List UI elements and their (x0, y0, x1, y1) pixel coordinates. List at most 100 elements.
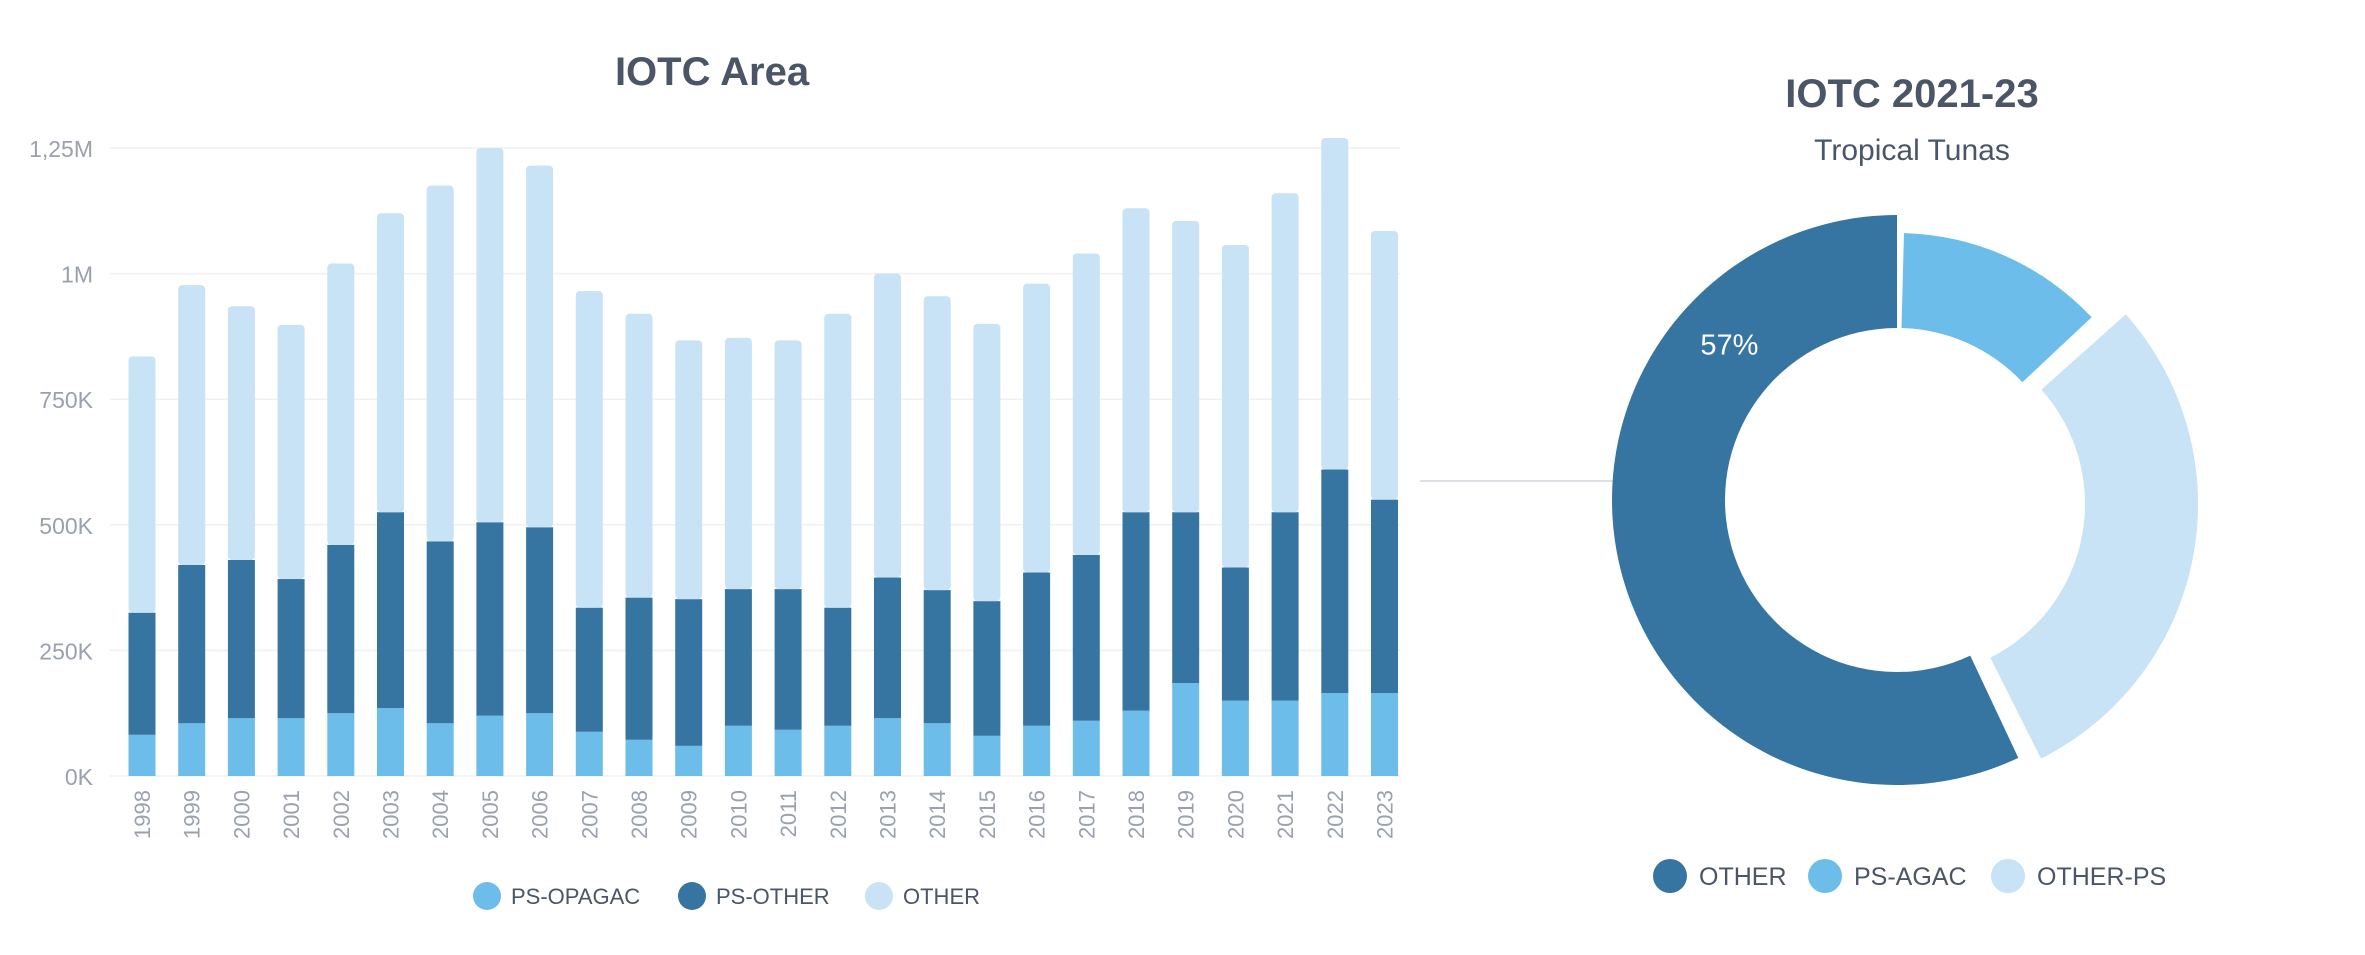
donut-slice-other-ps[interactable] (1990, 314, 2198, 759)
legend-item-other[interactable]: OTHER (865, 882, 980, 910)
bar-segment-ps-opagac[interactable] (128, 734, 156, 776)
donut-legend: OTHER PS-AGAC OTHER-PS (1653, 859, 2166, 893)
x-tick-label: 2010 (726, 790, 751, 839)
bar-segment-ps-opagac[interactable] (973, 735, 1001, 776)
bar-segment-ps-opagac[interactable] (277, 718, 305, 776)
bar-segment-ps-opagac[interactable] (824, 725, 852, 776)
bar-segment-ps-other[interactable] (973, 601, 1001, 736)
legend-label: PS-OPAGAC (511, 884, 640, 909)
legend-item-ps-agac[interactable]: PS-AGAC (1808, 859, 1967, 893)
bar-segment-ps-other[interactable] (1371, 499, 1398, 694)
bar-segment-ps-opagac[interactable] (327, 713, 355, 776)
donut-slice-other[interactable] (1611, 215, 2019, 785)
donut-slice-ps-agac[interactable] (1901, 233, 2092, 383)
bar-segment-ps-other[interactable] (824, 607, 852, 726)
x-tick-label: 2005 (478, 790, 503, 839)
iotc-area-stacked-bar-chart: IOTC Area 0K 250K 500K 750K 1M 1,25M 1998 1999… (29, 50, 1400, 910)
bar-segment-other[interactable] (824, 313, 852, 608)
bar-segment-other[interactable] (1271, 193, 1299, 513)
bar-segment-ps-opagac[interactable] (476, 715, 504, 776)
bar-segment-other[interactable] (426, 185, 454, 542)
bar-segment-ps-other[interactable] (1023, 572, 1051, 726)
bar-segment-other[interactable] (675, 340, 703, 600)
bar-segment-ps-opagac[interactable] (1321, 693, 1349, 776)
legend-item-other[interactable]: OTHER (1653, 859, 1787, 893)
bar-segment-other[interactable] (774, 340, 802, 590)
bar-segment-ps-opagac[interactable] (178, 723, 206, 776)
bar-segment-other[interactable] (377, 213, 404, 513)
bar-segment-ps-other[interactable] (128, 612, 156, 735)
bar-segment-ps-other[interactable] (178, 564, 206, 724)
bar-segment-ps-opagac[interactable] (675, 745, 703, 776)
bar-segment-ps-opagac[interactable] (1072, 720, 1100, 776)
bar-segment-ps-other[interactable] (874, 577, 901, 719)
bar-segment-ps-other[interactable] (526, 527, 554, 714)
x-tick-label: 2013 (876, 790, 901, 839)
legend-label: OTHER (1699, 863, 1787, 891)
bar-segment-ps-other[interactable] (1172, 512, 1200, 684)
bar-segment-ps-other[interactable] (1072, 554, 1100, 721)
bar-segment-ps-opagac[interactable] (1271, 700, 1299, 776)
bar-segment-ps-opagac[interactable] (526, 713, 554, 776)
bar-segment-ps-other[interactable] (774, 589, 802, 730)
bar-segment-ps-opagac[interactable] (377, 708, 404, 776)
bar-segment-ps-other[interactable] (426, 541, 454, 724)
bar-segment-other[interactable] (1371, 230, 1398, 500)
bar-segment-ps-opagac[interactable] (1221, 700, 1249, 776)
bar-segment-ps-opagac[interactable] (724, 725, 752, 776)
legend-item-ps-opagac[interactable]: PS-OPAGAC (473, 882, 640, 910)
bar-segment-ps-other[interactable] (327, 544, 355, 714)
bar-segment-ps-other[interactable] (476, 522, 504, 716)
bar-segment-ps-other[interactable] (1221, 567, 1249, 701)
bar-segment-ps-other[interactable] (277, 579, 305, 719)
bar-segment-other[interactable] (526, 165, 554, 528)
x-tick-label: 2017 (1074, 790, 1099, 839)
bar-segment-other[interactable] (1122, 208, 1150, 513)
bar-stack-2022 (1321, 137, 1349, 776)
bar-segment-ps-other[interactable] (724, 589, 752, 726)
bar-segment-ps-other[interactable] (377, 512, 404, 709)
bar-segment-ps-opagac[interactable] (774, 729, 802, 776)
bar-segment-other[interactable] (277, 324, 305, 580)
bar-segment-other[interactable] (178, 285, 206, 565)
bar-segment-ps-opagac[interactable] (1122, 710, 1150, 776)
bar-segment-ps-opagac[interactable] (625, 739, 653, 776)
donut-slice-label-other: 57% (1700, 330, 1758, 362)
bar-segment-other[interactable] (575, 291, 603, 608)
bar-segment-other[interactable] (476, 148, 504, 523)
bar-segment-ps-other[interactable] (1321, 469, 1349, 694)
bar-segment-other[interactable] (724, 337, 752, 590)
bar-segment-ps-opagac[interactable] (1172, 683, 1200, 776)
bar-segment-other[interactable] (1172, 220, 1200, 513)
bar-segment-ps-other[interactable] (675, 599, 703, 746)
bar-segment-other[interactable] (227, 306, 255, 560)
x-tick-label: 2014 (925, 790, 950, 839)
bar-segment-ps-opagac[interactable] (575, 731, 603, 776)
legend-item-other-ps[interactable]: OTHER-PS (1991, 859, 2166, 893)
bar-segment-ps-opagac[interactable] (426, 723, 454, 776)
bar-segment-other[interactable] (923, 296, 951, 591)
bar-segment-ps-other[interactable] (575, 607, 603, 732)
bar-segment-ps-other[interactable] (1122, 512, 1150, 711)
bar-stack-2009 (675, 340, 703, 776)
bar-segment-ps-opagac[interactable] (874, 718, 901, 776)
bar-segment-other[interactable] (128, 356, 156, 613)
bar-segment-other[interactable] (973, 323, 1001, 602)
bar-segment-ps-other[interactable] (923, 590, 951, 724)
y-tick-label: 1,25M (29, 136, 93, 162)
bar-segment-ps-other[interactable] (227, 559, 255, 719)
bar-segment-ps-opagac[interactable] (1023, 725, 1051, 776)
bar-segment-ps-other[interactable] (625, 597, 653, 740)
legend-item-ps-other[interactable]: PS-OTHER (678, 882, 830, 910)
bar-segment-other[interactable] (1321, 137, 1349, 470)
bar-segment-ps-opagac[interactable] (227, 718, 255, 776)
bar-segment-other[interactable] (1221, 244, 1249, 568)
bar-segment-other[interactable] (625, 313, 653, 598)
bar-segment-other[interactable] (327, 263, 355, 545)
bar-segment-other[interactable] (874, 273, 901, 578)
bar-segment-ps-other[interactable] (1271, 512, 1299, 701)
bar-segment-other[interactable] (1072, 253, 1100, 555)
bar-segment-ps-opagac[interactable] (923, 723, 951, 776)
bar-segment-other[interactable] (1023, 283, 1051, 573)
bar-segment-ps-opagac[interactable] (1371, 693, 1398, 776)
